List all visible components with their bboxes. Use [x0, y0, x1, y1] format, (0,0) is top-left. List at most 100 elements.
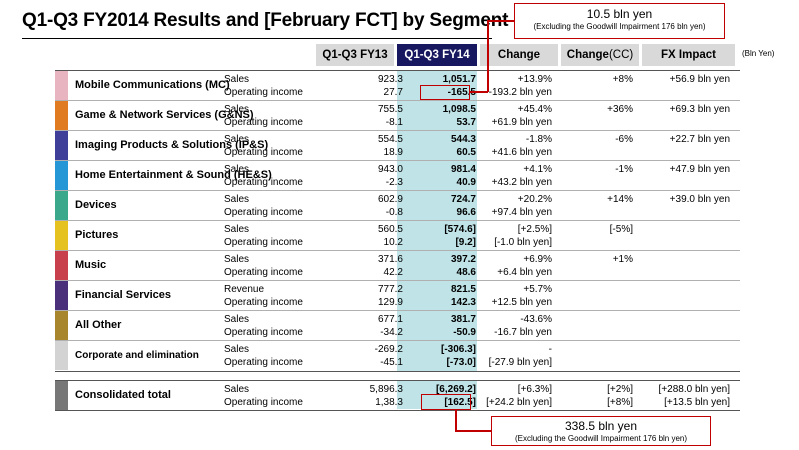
segment-swatch — [55, 71, 68, 100]
total-bottom-rule — [55, 410, 740, 411]
change-value: [-1.0 bln yen] — [494, 237, 552, 248]
segment-row-mc: Mobile Communications (MC) Sales 923.3 1… — [55, 71, 740, 100]
change-cc-value: +36% — [607, 104, 633, 115]
change-value: +20.2% — [517, 194, 552, 205]
fx-impact-value: [+288.0 bln yen] — [658, 384, 730, 395]
change-value: -43.6% — [520, 314, 552, 325]
change-value: +5.7% — [523, 284, 552, 295]
fy14-value: [9.2] — [455, 237, 476, 248]
fx-impact-value: +47.9 bln yen — [669, 164, 730, 175]
header-change: Change — [480, 44, 558, 66]
line-label: Operating income — [224, 87, 303, 98]
line-label: Sales — [224, 254, 250, 265]
header-q1q3-fy13: Q1-Q3 FY13 — [316, 44, 394, 66]
segment-name: Financial Services — [75, 289, 171, 301]
segment-row-all-other: All Other Sales 677.1 381.7 -43.6% Opera… — [55, 311, 740, 340]
fy13-value: 560.5 — [377, 224, 403, 235]
fx-impact-value: +56.9 bln yen — [669, 74, 730, 85]
segment-row-devices: Devices Sales 602.9 724.7 +20.2% +14% +3… — [55, 191, 740, 220]
fy14-value: 1,051.7 — [442, 74, 476, 85]
line-label: Sales — [224, 224, 250, 235]
change-value: +45.4% — [517, 104, 552, 115]
segment-swatch — [55, 161, 68, 190]
fy13-value: -269.2 — [374, 344, 403, 355]
fx-impact-value: +22.7 bln yen — [669, 134, 730, 145]
fy14-value: 397.2 — [450, 254, 476, 265]
change-value: -193.2 bln yen — [488, 87, 552, 98]
row-divider — [55, 280, 740, 281]
fy13-value: -34.2 — [380, 327, 403, 338]
fy13-value: 10.2 — [383, 237, 403, 248]
fy13-value: -8.1 — [385, 117, 403, 128]
total-top-rule — [55, 380, 740, 381]
row-divider — [55, 340, 740, 341]
header-change-cc-label: Change — [566, 49, 609, 61]
fy14-value: [574.6] — [444, 224, 476, 235]
table-top-rule — [55, 70, 740, 71]
line-label: Operating income — [224, 267, 303, 278]
callout-bottom-value: 338.5 bln yen — [564, 419, 638, 433]
total-connector-h — [455, 430, 491, 432]
change-value: +4.1% — [523, 164, 552, 175]
segment-swatch — [55, 131, 68, 160]
fy14-value: 381.7 — [450, 314, 476, 325]
line-label: Operating income — [224, 237, 303, 248]
fy14-value: [-306.3] — [440, 344, 476, 355]
segment-swatch — [55, 341, 68, 370]
segment-swatch — [55, 311, 68, 340]
fx-impact-value: [+13.5 bln yen] — [664, 397, 730, 408]
change-value: +13.9% — [517, 74, 552, 85]
fy13-value: 943.0 — [377, 164, 403, 175]
change-value: [+6.3%] — [517, 384, 552, 395]
segment-row-ips: Imaging Products & Solutions (IP&S) Sale… — [55, 131, 740, 160]
change-cc-value: [-5%] — [609, 224, 633, 235]
row-divider — [55, 100, 740, 101]
fy13-value: 42.2 — [383, 267, 403, 278]
callout-top-note: (Excluding the Goodwill Impairment 176 b… — [533, 22, 706, 31]
fy14-value: 981.4 — [450, 164, 476, 175]
change-value: [+2.5%] — [517, 224, 552, 235]
callout-mc-impairment: 10.5 bln yen (Excluding the Goodwill Imp… — [514, 3, 725, 39]
change-cc-value: +14% — [607, 194, 633, 205]
total-connector-v — [455, 410, 457, 431]
fy13-value: 129.9 — [377, 297, 403, 308]
header-q1q3-fy14: Q1-Q3 FY14 — [397, 44, 477, 66]
line-label: Sales — [224, 104, 250, 115]
line-label: Operating income — [224, 297, 303, 308]
segment-swatch — [55, 191, 68, 220]
change-value: [-27.9 bln yen] — [488, 357, 552, 368]
line-label: Operating income — [224, 327, 303, 338]
callout-total-impairment: 338.5 bln yen (Excluding the Goodwill Im… — [491, 416, 711, 446]
line-label: Operating income — [224, 147, 303, 158]
change-cc-value: -1% — [615, 164, 633, 175]
header-change-cc: Change(CC) — [561, 44, 639, 66]
fx-impact-value: +39.0 bln yen — [669, 194, 730, 205]
fy13-value: 554.5 — [377, 134, 403, 145]
line-label: Sales — [224, 74, 250, 85]
segment-row-hes: Home Entertainment & Sound (HE&S) Sales … — [55, 161, 740, 190]
fy13-value: 602.9 — [377, 194, 403, 205]
callout-top-value: 10.5 bln yen — [586, 7, 653, 21]
change-value: +6.4 bln yen — [497, 267, 552, 278]
segment-swatch — [55, 221, 68, 250]
line-label: Sales — [224, 194, 250, 205]
segment-row-music: Music Sales 371.6 397.2 +6.9% +1% Operat… — [55, 251, 740, 280]
change-value: +97.4 bln yen — [491, 207, 552, 218]
mc-connector-top — [487, 20, 515, 22]
fy14-value: 821.5 — [450, 284, 476, 295]
header-change-cc-suffix: (CC) — [608, 49, 634, 61]
change-value: - — [548, 344, 552, 355]
change-value: +6.9% — [523, 254, 552, 265]
segment-name: All Other — [75, 319, 122, 331]
change-cc-value: [+8%] — [607, 397, 633, 408]
unit-label: (Bln Yen) — [742, 49, 775, 58]
callout-bottom-note: (Excluding the Goodwill Impairment 176 b… — [514, 434, 688, 443]
fx-impact-value: +69.3 bln yen — [669, 104, 730, 115]
fy14-value: 1,098.5 — [442, 104, 476, 115]
change-cc-value: [+2%] — [607, 384, 633, 395]
fy13-value: 5,896.3 — [369, 384, 403, 395]
line-label: Sales — [224, 314, 250, 325]
fy14-value: 724.7 — [450, 194, 476, 205]
change-value: -16.7 bln yen — [494, 327, 552, 338]
change-cc-value: -6% — [615, 134, 633, 145]
